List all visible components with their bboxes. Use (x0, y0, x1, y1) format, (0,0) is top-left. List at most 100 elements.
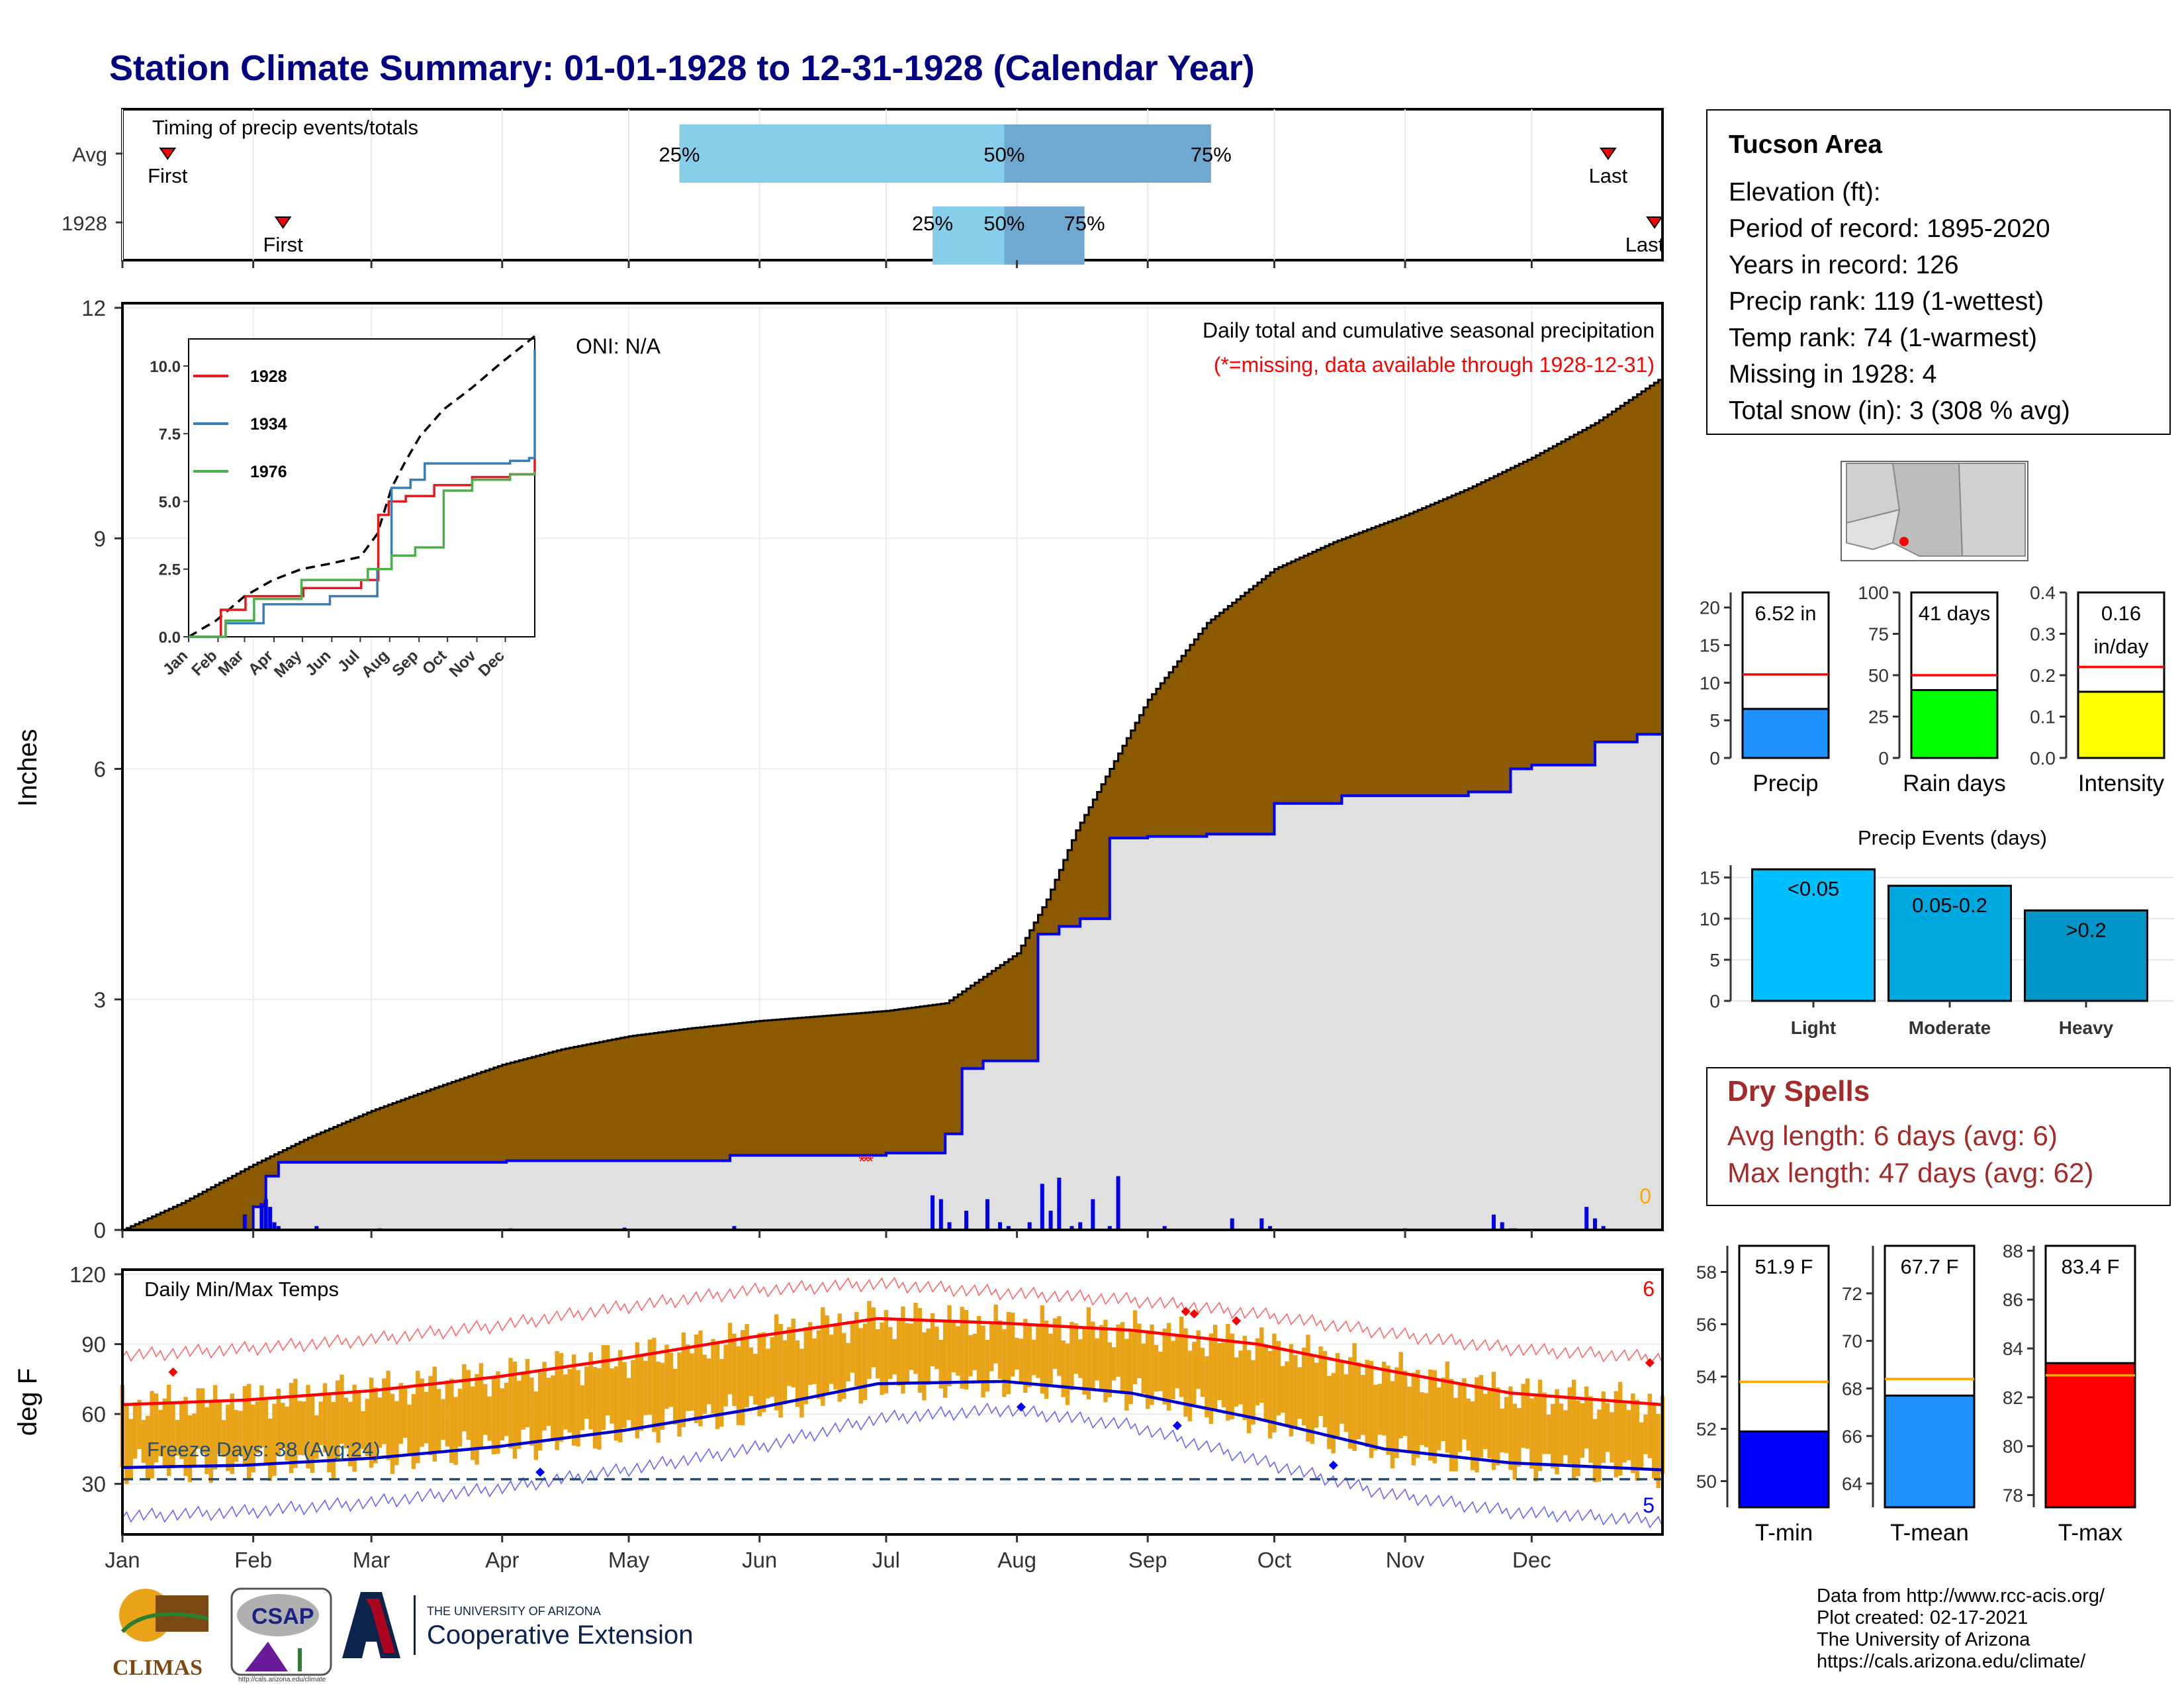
temp-daily-bar (1588, 1396, 1593, 1463)
temp-daily-bar (631, 1360, 635, 1429)
temp-daily-bar (386, 1370, 390, 1460)
inset-series-line (189, 459, 536, 638)
temp-daily-bar (1462, 1378, 1467, 1440)
daily-precip-bar (947, 1222, 952, 1230)
bar-ytick-label: 78 (2003, 1485, 2023, 1506)
temp-daily-bar (757, 1333, 762, 1417)
temp-daily-bar (1318, 1346, 1323, 1417)
temp-daily-bar (158, 1409, 163, 1456)
daily-precip-bar (263, 1199, 268, 1230)
temp-daily-bar (618, 1350, 623, 1442)
temp-daily-bar (247, 1383, 251, 1479)
precip-ylabel: Inches (13, 729, 42, 807)
first-label: First (148, 164, 188, 187)
temp-daily-bar (1259, 1327, 1264, 1403)
bar-ytick-label: 20 (1700, 598, 1720, 618)
dry-spells-title: Dry Spells (1727, 1075, 1870, 1107)
temp-daily-bar (297, 1401, 302, 1456)
bar-value-label: 51.9 F (1755, 1255, 1813, 1278)
temp-daily-bar (1213, 1325, 1218, 1411)
temp-daily-bar (394, 1401, 399, 1466)
temp-daily-bar (745, 1324, 749, 1408)
temp-daily-bar (664, 1344, 669, 1409)
temp-daily-bar (289, 1383, 294, 1474)
temp-daily-bar (1137, 1323, 1142, 1378)
temp-daily-bar (807, 1322, 813, 1385)
temp-daily-bar (525, 1358, 530, 1428)
temp-daily-bar (1230, 1333, 1234, 1420)
temp-daily-bar (922, 1332, 927, 1401)
record-low-marker (535, 1468, 545, 1477)
timing-bar-upper (1004, 124, 1211, 183)
bar-ytick-label: 0.4 (2030, 583, 2056, 603)
month-label: May (608, 1548, 650, 1572)
temp-daily-bar (1386, 1366, 1390, 1455)
temp-daily-bar (402, 1385, 408, 1438)
temp-daily-bar (179, 1403, 184, 1460)
temp-daily-bar (141, 1420, 146, 1463)
temp-daily-bar (753, 1353, 758, 1405)
temp-daily-bar (398, 1383, 403, 1444)
temp-daily-bar (1293, 1355, 1298, 1429)
temp-daily-bar (880, 1323, 884, 1395)
temp-daily-bar (293, 1378, 298, 1468)
temp-daily-bar (1432, 1370, 1437, 1464)
temp-daily-bar (407, 1404, 412, 1454)
temp-daily-bar (1023, 1319, 1028, 1393)
temp-daily-bar (825, 1315, 829, 1395)
temp-daily-bar (242, 1385, 248, 1466)
daily-precip-bar (985, 1199, 989, 1230)
temp-daily-bar (1128, 1329, 1133, 1405)
month-label: Apr (485, 1548, 519, 1572)
temp-daily-bar (478, 1363, 484, 1449)
temp-daily-bar (892, 1338, 897, 1375)
temp-daily-bar (1141, 1343, 1146, 1394)
temp-daily-bar (821, 1307, 825, 1406)
zero-count: 0 (1639, 1184, 1651, 1208)
temp-daily-bar (1069, 1321, 1074, 1390)
temp-daily-bar (1146, 1333, 1150, 1409)
temp-daily-bar (1449, 1379, 1454, 1472)
bar-title: Intensity (2078, 771, 2165, 796)
temp-daily-bar (1158, 1351, 1163, 1391)
temp-daily-bar (1601, 1391, 1606, 1463)
temp-daily-bar (1234, 1357, 1239, 1407)
temp-daily-bar (542, 1362, 547, 1430)
precip-ytick-label: 0 (94, 1218, 106, 1243)
temp-daily-bar (643, 1360, 648, 1415)
logo-strip: CLIMAS CSAP http://cals.arizona.edu/clim… (109, 1579, 745, 1685)
temp-daily-bar (533, 1391, 538, 1460)
last-marker (1646, 216, 1663, 229)
temp-daily-bar (1301, 1347, 1306, 1426)
temp-daily-bar (1036, 1323, 1040, 1378)
temp-daily-bar (791, 1319, 796, 1387)
temp-daily-bar (314, 1415, 319, 1459)
temp-daily-bar (989, 1321, 994, 1372)
temp-ytick-label: 60 (81, 1402, 106, 1427)
temp-daily-bar (1166, 1323, 1171, 1411)
temp-daily-bar (475, 1374, 479, 1465)
precip-frame (121, 302, 1664, 1231)
temp-daily-bar (166, 1384, 171, 1476)
temp-daily-bar (888, 1327, 893, 1380)
bar-title: Rain days (1903, 771, 2006, 796)
bar-title: T-mean (1890, 1520, 1969, 1546)
temp-daily-bar (348, 1401, 353, 1467)
temp-daily-bar (1276, 1340, 1281, 1416)
temp-daily-bar (1546, 1414, 1551, 1454)
temp-ytick-label: 120 (69, 1262, 106, 1287)
temp-daily-bar (968, 1335, 973, 1377)
temp-daily-bar (1436, 1387, 1441, 1450)
record-high-marker (1232, 1316, 1242, 1326)
bar-ytick-label: 88 (2003, 1241, 2023, 1261)
dry-spells-avg: Avg length: 6 days (avg: 6) (1727, 1120, 2058, 1151)
temp-daily-bar (862, 1323, 868, 1401)
temp-daily-bar (1205, 1356, 1209, 1418)
temp-daily-bar (1390, 1381, 1395, 1469)
temp-daily-bar (512, 1361, 518, 1459)
temp-daily-bar (770, 1337, 775, 1397)
temp-daily-bar (942, 1319, 948, 1398)
temp-daily-bar (1297, 1367, 1302, 1419)
events-category-label: Heavy (2059, 1017, 2114, 1038)
temp-daily-bar (132, 1402, 138, 1459)
